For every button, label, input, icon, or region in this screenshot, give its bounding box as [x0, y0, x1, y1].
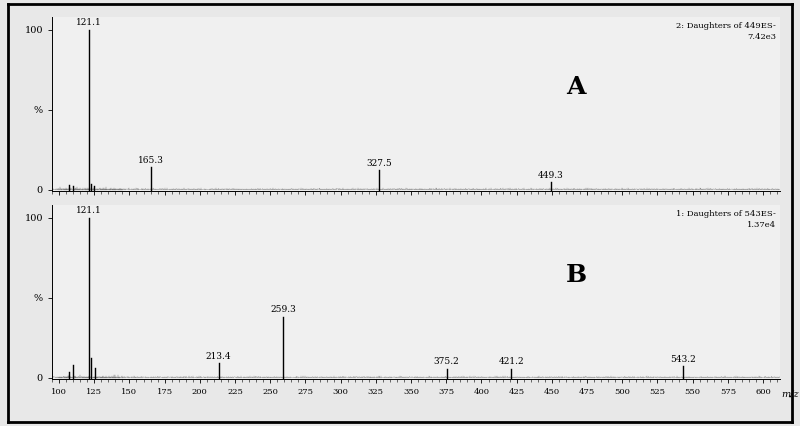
Text: 1: Daughters of 543ES-
1.37e4: 1: Daughters of 543ES- 1.37e4: [677, 210, 776, 229]
Text: 121.1: 121.1: [76, 18, 102, 27]
Text: 327.5: 327.5: [366, 159, 392, 168]
Text: 421.2: 421.2: [498, 357, 524, 366]
Text: A: A: [566, 75, 586, 99]
Text: 543.2: 543.2: [670, 355, 696, 364]
Text: 2: Daughters of 449ES-
7.42e3: 2: Daughters of 449ES- 7.42e3: [677, 22, 776, 41]
Text: 213.4: 213.4: [206, 352, 231, 361]
Text: 375.2: 375.2: [434, 357, 459, 366]
Text: 449.3: 449.3: [538, 171, 564, 180]
Text: m/z: m/z: [782, 390, 799, 399]
Text: B: B: [566, 263, 586, 287]
Text: 259.3: 259.3: [270, 305, 296, 314]
Text: 121.1: 121.1: [76, 207, 102, 216]
Text: 165.3: 165.3: [138, 156, 164, 165]
